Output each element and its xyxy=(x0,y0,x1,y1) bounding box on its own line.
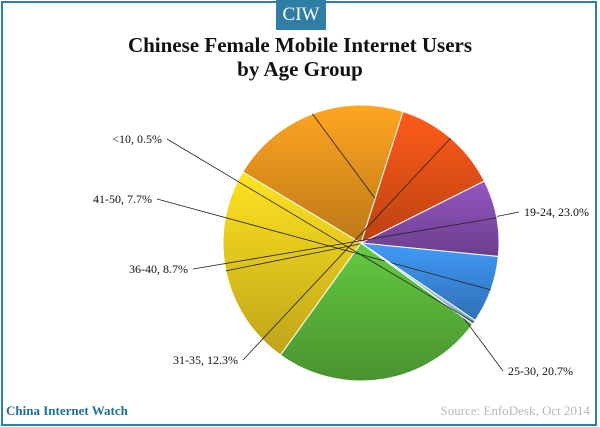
slice-label: 19-24, 23.0% xyxy=(524,205,589,219)
leader-line xyxy=(192,217,497,270)
ciw-logo: CIW xyxy=(276,0,326,30)
slice-label: 41-50, 7.7% xyxy=(93,192,152,206)
slice-label: 25-30, 20.7% xyxy=(508,364,573,378)
leader-line xyxy=(166,138,475,323)
leader-line xyxy=(156,198,491,291)
pie-slice-31-35 xyxy=(360,110,486,244)
slice-label: 31-35, 12.3% xyxy=(173,353,238,367)
leader-line xyxy=(242,137,451,361)
chart-title-line1: Chinese Female Mobile Internet Users xyxy=(127,33,473,57)
pie-slice-11-18 xyxy=(279,242,474,382)
chart-title-line2: by Age Group xyxy=(237,57,363,81)
logo-text: CIW xyxy=(282,4,320,25)
footer-source: Source: EnfoDesk, Oct 2014 xyxy=(440,403,590,418)
slice-label: 36-40, 8.7% xyxy=(129,262,188,276)
chart-title: Chinese Female Mobile Internet Users by … xyxy=(0,33,600,81)
footer-brand: China Internet Watch xyxy=(6,403,128,418)
slice-label: <10, 0.5% xyxy=(112,132,162,146)
